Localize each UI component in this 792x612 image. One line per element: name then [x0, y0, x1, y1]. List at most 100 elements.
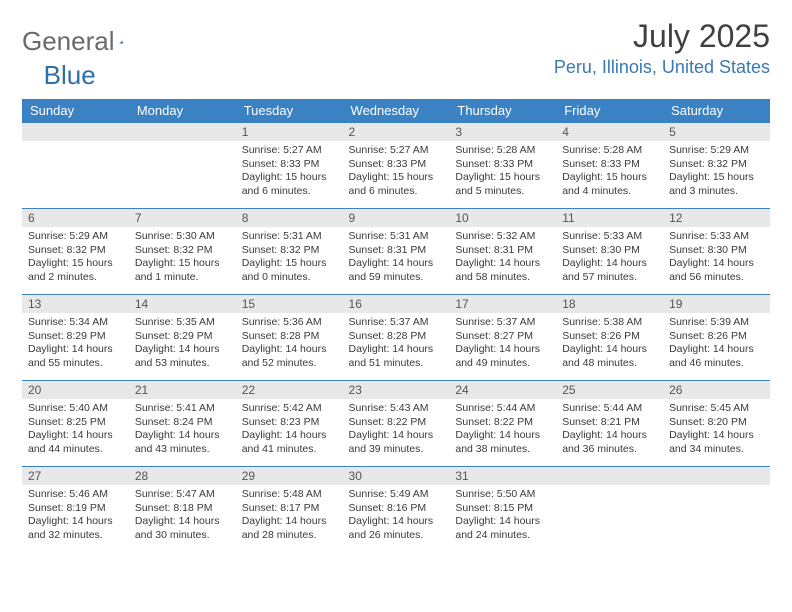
- day-body: Sunrise: 5:40 AMSunset: 8:25 PMDaylight:…: [22, 399, 129, 460]
- day-number: 2: [343, 123, 450, 141]
- calendar-day-cell: 1Sunrise: 5:27 AMSunset: 8:33 PMDaylight…: [236, 123, 343, 209]
- day-body: Sunrise: 5:42 AMSunset: 8:23 PMDaylight:…: [236, 399, 343, 460]
- day-number: 19: [663, 295, 770, 313]
- day-number: 29: [236, 467, 343, 485]
- calendar-day-cell: [663, 467, 770, 553]
- weekday-header: Monday: [129, 99, 236, 123]
- brand-word1: General: [22, 26, 115, 57]
- day-number: 25: [556, 381, 663, 399]
- calendar-day-cell: 9Sunrise: 5:31 AMSunset: 8:31 PMDaylight…: [343, 209, 450, 295]
- day-number: 11: [556, 209, 663, 227]
- calendar-day-cell: 12Sunrise: 5:33 AMSunset: 8:30 PMDayligh…: [663, 209, 770, 295]
- day-body: Sunrise: 5:29 AMSunset: 8:32 PMDaylight:…: [663, 141, 770, 202]
- day-number: 15: [236, 295, 343, 313]
- calendar-day-cell: 26Sunrise: 5:45 AMSunset: 8:20 PMDayligh…: [663, 381, 770, 467]
- day-number: 22: [236, 381, 343, 399]
- calendar-day-cell: 2Sunrise: 5:27 AMSunset: 8:33 PMDaylight…: [343, 123, 450, 209]
- calendar-day-cell: 8Sunrise: 5:31 AMSunset: 8:32 PMDaylight…: [236, 209, 343, 295]
- calendar-week-row: 1Sunrise: 5:27 AMSunset: 8:33 PMDaylight…: [22, 123, 770, 209]
- day-number: 7: [129, 209, 236, 227]
- calendar-day-cell: 15Sunrise: 5:36 AMSunset: 8:28 PMDayligh…: [236, 295, 343, 381]
- day-body: Sunrise: 5:30 AMSunset: 8:32 PMDaylight:…: [129, 227, 236, 288]
- day-number: 17: [449, 295, 556, 313]
- day-number: 1: [236, 123, 343, 141]
- calendar-day-cell: 23Sunrise: 5:43 AMSunset: 8:22 PMDayligh…: [343, 381, 450, 467]
- day-body: Sunrise: 5:27 AMSunset: 8:33 PMDaylight:…: [236, 141, 343, 202]
- location-text: Peru, Illinois, United States: [554, 57, 770, 78]
- calendar-week-row: 13Sunrise: 5:34 AMSunset: 8:29 PMDayligh…: [22, 295, 770, 381]
- calendar-day-cell: 4Sunrise: 5:28 AMSunset: 8:33 PMDaylight…: [556, 123, 663, 209]
- day-number: 16: [343, 295, 450, 313]
- calendar-day-cell: 22Sunrise: 5:42 AMSunset: 8:23 PMDayligh…: [236, 381, 343, 467]
- calendar-day-cell: 21Sunrise: 5:41 AMSunset: 8:24 PMDayligh…: [129, 381, 236, 467]
- triangle-icon: [119, 33, 123, 51]
- calendar-day-cell: 5Sunrise: 5:29 AMSunset: 8:32 PMDaylight…: [663, 123, 770, 209]
- calendar-day-cell: 11Sunrise: 5:33 AMSunset: 8:30 PMDayligh…: [556, 209, 663, 295]
- weekday-header: Tuesday: [236, 99, 343, 123]
- day-body: Sunrise: 5:33 AMSunset: 8:30 PMDaylight:…: [663, 227, 770, 288]
- calendar-day-cell: 31Sunrise: 5:50 AMSunset: 8:15 PMDayligh…: [449, 467, 556, 553]
- calendar-day-cell: 7Sunrise: 5:30 AMSunset: 8:32 PMDaylight…: [129, 209, 236, 295]
- calendar-day-cell: 14Sunrise: 5:35 AMSunset: 8:29 PMDayligh…: [129, 295, 236, 381]
- day-number-empty: [22, 123, 129, 141]
- calendar-day-cell: 13Sunrise: 5:34 AMSunset: 8:29 PMDayligh…: [22, 295, 129, 381]
- day-body: Sunrise: 5:29 AMSunset: 8:32 PMDaylight:…: [22, 227, 129, 288]
- day-body: Sunrise: 5:28 AMSunset: 8:33 PMDaylight:…: [556, 141, 663, 202]
- day-number-empty: [663, 467, 770, 485]
- day-body: Sunrise: 5:41 AMSunset: 8:24 PMDaylight:…: [129, 399, 236, 460]
- calendar-day-cell: 17Sunrise: 5:37 AMSunset: 8:27 PMDayligh…: [449, 295, 556, 381]
- day-number: 3: [449, 123, 556, 141]
- day-body: Sunrise: 5:44 AMSunset: 8:21 PMDaylight:…: [556, 399, 663, 460]
- day-number: 31: [449, 467, 556, 485]
- calendar-day-cell: 6Sunrise: 5:29 AMSunset: 8:32 PMDaylight…: [22, 209, 129, 295]
- day-number: 10: [449, 209, 556, 227]
- weekday-header: Wednesday: [343, 99, 450, 123]
- day-number: 13: [22, 295, 129, 313]
- day-number: 14: [129, 295, 236, 313]
- calendar-day-cell: 27Sunrise: 5:46 AMSunset: 8:19 PMDayligh…: [22, 467, 129, 553]
- calendar-week-row: 27Sunrise: 5:46 AMSunset: 8:19 PMDayligh…: [22, 467, 770, 553]
- day-body: Sunrise: 5:38 AMSunset: 8:26 PMDaylight:…: [556, 313, 663, 374]
- day-body: Sunrise: 5:43 AMSunset: 8:22 PMDaylight:…: [343, 399, 450, 460]
- day-body: Sunrise: 5:28 AMSunset: 8:33 PMDaylight:…: [449, 141, 556, 202]
- day-number: 24: [449, 381, 556, 399]
- day-body: Sunrise: 5:27 AMSunset: 8:33 PMDaylight:…: [343, 141, 450, 202]
- day-number: 4: [556, 123, 663, 141]
- day-body: Sunrise: 5:36 AMSunset: 8:28 PMDaylight:…: [236, 313, 343, 374]
- day-number: 20: [22, 381, 129, 399]
- day-body: Sunrise: 5:32 AMSunset: 8:31 PMDaylight:…: [449, 227, 556, 288]
- weekday-header: Sunday: [22, 99, 129, 123]
- title-block: July 2025 Peru, Illinois, United States: [554, 18, 770, 78]
- weekday-header: Friday: [556, 99, 663, 123]
- calendar-day-cell: [556, 467, 663, 553]
- day-number: 26: [663, 381, 770, 399]
- calendar-day-cell: 24Sunrise: 5:44 AMSunset: 8:22 PMDayligh…: [449, 381, 556, 467]
- day-number-empty: [129, 123, 236, 141]
- day-body: Sunrise: 5:35 AMSunset: 8:29 PMDaylight:…: [129, 313, 236, 374]
- day-body: Sunrise: 5:34 AMSunset: 8:29 PMDaylight:…: [22, 313, 129, 374]
- day-body: Sunrise: 5:45 AMSunset: 8:20 PMDaylight:…: [663, 399, 770, 460]
- calendar-day-cell: 29Sunrise: 5:48 AMSunset: 8:17 PMDayligh…: [236, 467, 343, 553]
- day-number: 12: [663, 209, 770, 227]
- calendar-day-cell: 20Sunrise: 5:40 AMSunset: 8:25 PMDayligh…: [22, 381, 129, 467]
- day-number: 6: [22, 209, 129, 227]
- calendar-day-cell: [22, 123, 129, 209]
- day-number: 18: [556, 295, 663, 313]
- day-body: Sunrise: 5:31 AMSunset: 8:32 PMDaylight:…: [236, 227, 343, 288]
- calendar-day-cell: 28Sunrise: 5:47 AMSunset: 8:18 PMDayligh…: [129, 467, 236, 553]
- calendar-table: SundayMondayTuesdayWednesdayThursdayFrid…: [22, 99, 770, 553]
- day-number: 21: [129, 381, 236, 399]
- calendar-day-cell: 30Sunrise: 5:49 AMSunset: 8:16 PMDayligh…: [343, 467, 450, 553]
- day-body: Sunrise: 5:31 AMSunset: 8:31 PMDaylight:…: [343, 227, 450, 288]
- calendar-body: 1Sunrise: 5:27 AMSunset: 8:33 PMDaylight…: [22, 123, 770, 553]
- day-number: 9: [343, 209, 450, 227]
- brand-word2: Blue: [44, 60, 96, 90]
- calendar-day-cell: 10Sunrise: 5:32 AMSunset: 8:31 PMDayligh…: [449, 209, 556, 295]
- day-number: 23: [343, 381, 450, 399]
- day-body: Sunrise: 5:37 AMSunset: 8:27 PMDaylight:…: [449, 313, 556, 374]
- calendar-day-cell: 16Sunrise: 5:37 AMSunset: 8:28 PMDayligh…: [343, 295, 450, 381]
- day-body: Sunrise: 5:49 AMSunset: 8:16 PMDaylight:…: [343, 485, 450, 546]
- day-number-empty: [556, 467, 663, 485]
- day-body: Sunrise: 5:47 AMSunset: 8:18 PMDaylight:…: [129, 485, 236, 546]
- calendar-day-cell: 25Sunrise: 5:44 AMSunset: 8:21 PMDayligh…: [556, 381, 663, 467]
